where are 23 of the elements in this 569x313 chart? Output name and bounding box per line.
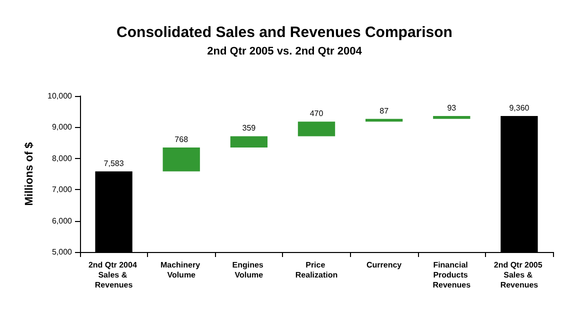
- y-tick-label: 6,000: [52, 216, 73, 226]
- y-tick-label: 5,000: [52, 248, 73, 256]
- y-tick-label: 9,000: [52, 122, 73, 132]
- x-tick-label: Financial Products Revenues: [432, 260, 472, 290]
- y-tick-label: 7,000: [52, 185, 73, 194]
- data-label: 768: [174, 134, 189, 144]
- x-tick-label: Machinery Volume: [160, 260, 202, 280]
- x-tick-label: Price Realization: [295, 260, 338, 280]
- data-label: 87: [380, 106, 390, 116]
- data-label: 7,583: [104, 158, 124, 168]
- chart-subtitle: 2nd Qtr 2005 vs. 2nd Qtr 2004: [207, 46, 363, 58]
- y-tick-label: 10,000: [48, 92, 73, 100]
- data-label: 93: [447, 103, 457, 112]
- data-label: 470: [310, 109, 324, 118]
- x-tick-label: Currency: [366, 260, 402, 270]
- x-tick-label: 2nd Qtr 2005 Sales & Revenues: [494, 260, 545, 290]
- x-tick-label: 2nd Qtr 2004 Sales & Revenues: [88, 260, 140, 290]
- y-tick-label: 8,000: [52, 154, 73, 163]
- y-axis-title: Millions of $: [24, 142, 36, 206]
- chart-title: Consolidated Sales and Revenues Comparison: [116, 24, 452, 41]
- data-label: 9,360: [509, 103, 530, 112]
- data-label: 359: [242, 124, 256, 133]
- x-tick-label: Engines Volume: [232, 260, 266, 280]
